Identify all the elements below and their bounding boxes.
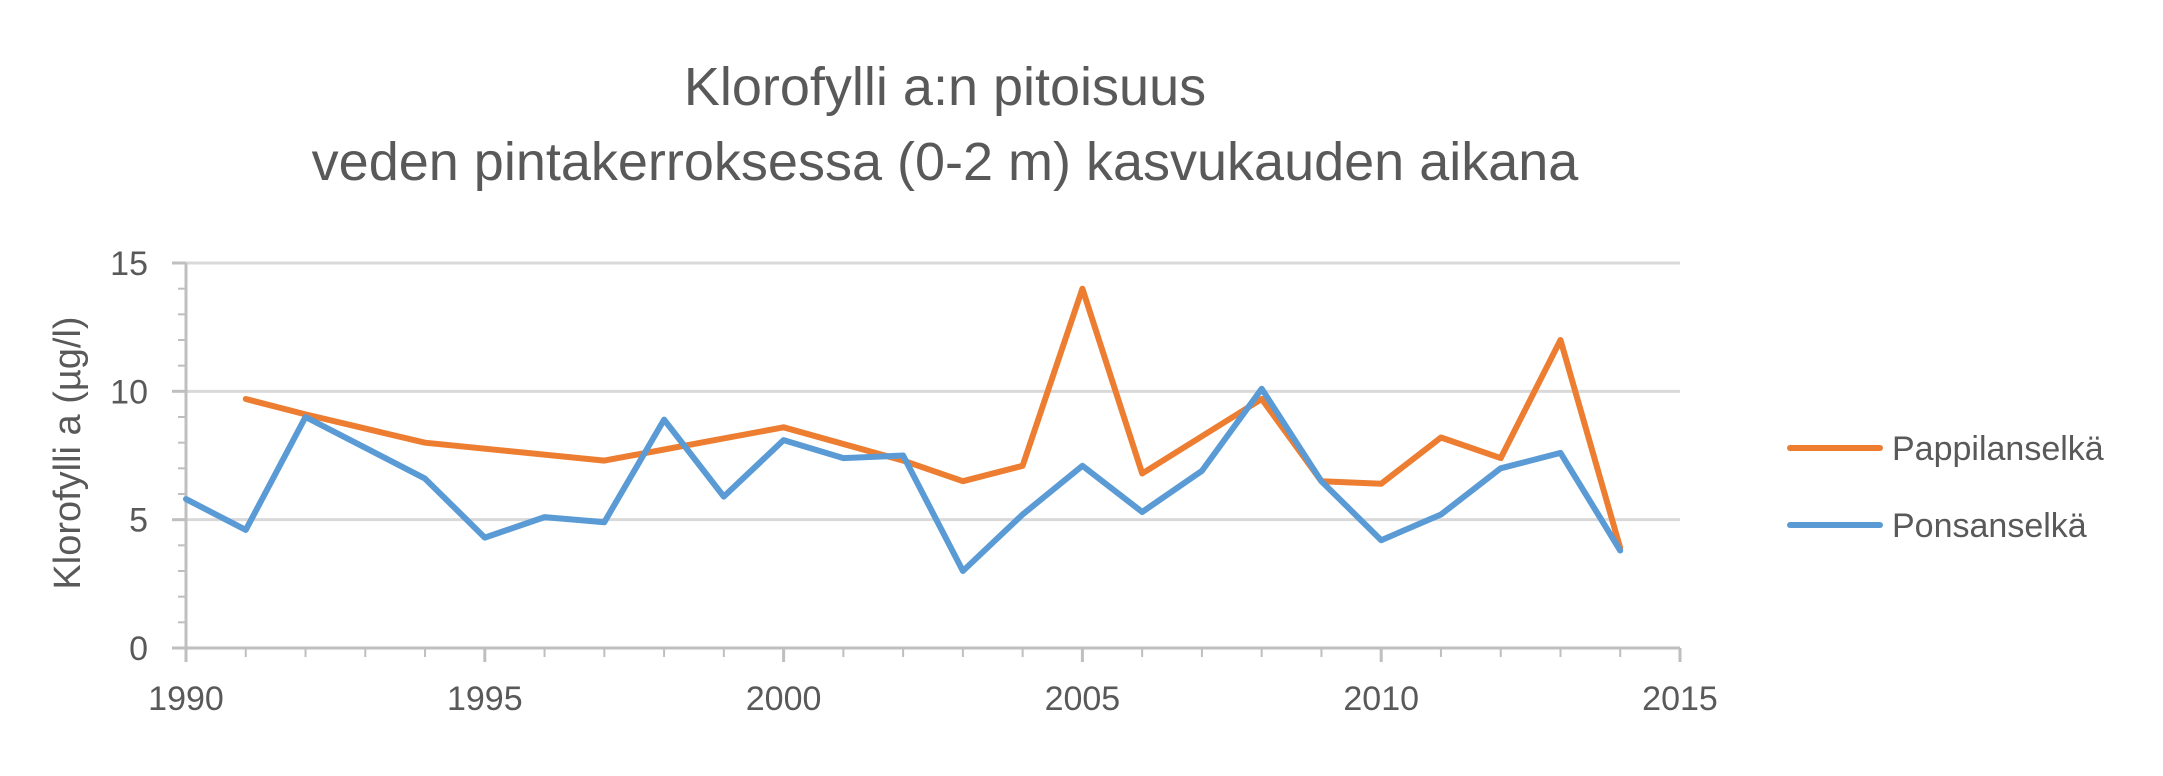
data-point: [1141, 472, 1143, 474]
data-point: [1081, 288, 1083, 290]
y-axis-label: Klorofylli a (µg/l): [47, 316, 89, 589]
y-tick-labels: 0 5 10 15: [110, 245, 148, 668]
data-point: [1559, 452, 1561, 454]
x-tick-label: 2015: [1642, 680, 1718, 718]
data-point: [962, 570, 964, 572]
x-tick-label: 1990: [148, 680, 224, 718]
x-tick-label: 1995: [447, 680, 523, 718]
x-tick-label: 2005: [1045, 680, 1121, 718]
legend: Pappilanselkä Ponsanselkä: [1787, 430, 2104, 545]
data-point: [1261, 388, 1263, 390]
gridlines: [186, 261, 1680, 522]
chart-title-line-1: Klorofylli a:n pitoisuus: [684, 57, 1206, 117]
data-point: [1201, 470, 1203, 472]
data-point: [783, 426, 785, 428]
data-point: [1440, 514, 1442, 516]
data-point: [1022, 514, 1024, 516]
axes: [172, 261, 1682, 662]
data-point: [1081, 465, 1083, 467]
data-point: [185, 498, 187, 500]
data-point: [245, 398, 247, 400]
x-tick-labels: 1990 1995 2000 2005 2010 2015: [148, 680, 1718, 718]
data-point: [1440, 437, 1442, 439]
data-point: [424, 442, 426, 444]
data-point: [842, 457, 844, 459]
data-point: [305, 416, 307, 418]
data-point: [245, 529, 247, 531]
data-point: [603, 521, 605, 523]
y-tick-label: 5: [129, 502, 148, 540]
chart-title: Klorofylli a:n pitoisuus veden pintakerr…: [312, 57, 1580, 192]
data-point: [1619, 549, 1621, 551]
data-point: [1022, 465, 1024, 467]
x-tick-label: 2010: [1343, 680, 1419, 718]
series-lines: [183, 285, 1624, 574]
data-point: [1500, 467, 1502, 469]
data-point: [663, 419, 665, 421]
data-point: [962, 480, 964, 482]
data-point: [1559, 339, 1561, 341]
data-point: [1500, 457, 1502, 459]
chart-title-line-2: veden pintakerroksessa (0-2 m) kasvukaud…: [312, 132, 1580, 192]
legend-label: Pappilanselkä: [1892, 430, 2104, 468]
data-point: [783, 439, 785, 441]
data-point: [1141, 511, 1143, 513]
legend-label: Ponsanselkä: [1892, 507, 2087, 545]
data-point: [603, 460, 605, 462]
data-point: [902, 455, 904, 456]
data-point: [1261, 398, 1263, 400]
y-tick-label: 10: [110, 373, 148, 411]
series-line-2: [183, 385, 1624, 574]
y-tick-label: 15: [110, 245, 148, 283]
data-point: [424, 478, 426, 480]
data-point: [1320, 480, 1322, 482]
y-tick-label: 0: [129, 630, 148, 668]
x-tick-label: 2000: [746, 680, 822, 718]
data-point: [1380, 483, 1382, 485]
data-point: [723, 496, 725, 498]
data-point: [544, 516, 546, 518]
data-point: [484, 537, 486, 539]
data-point: [1380, 539, 1382, 541]
